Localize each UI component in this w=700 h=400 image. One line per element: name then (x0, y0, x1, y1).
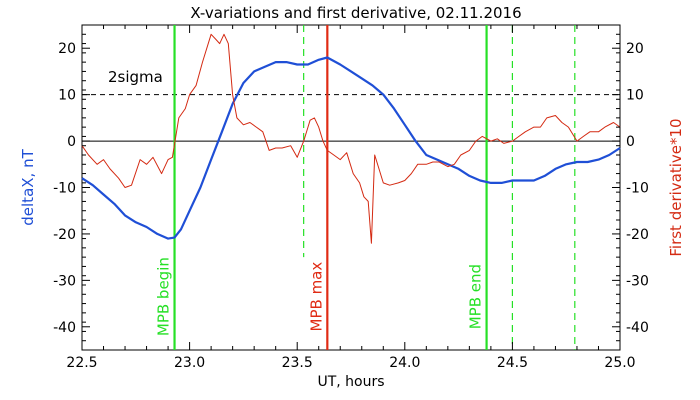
chart-title: X-variations and first derivative, 02.11… (190, 4, 521, 22)
y-axis-label-right: First derivative*10 (667, 118, 685, 256)
y-tick-label-right: 10 (626, 88, 644, 104)
marker-label-0: MPB begin (155, 257, 173, 336)
x-tick-label: 24.5 (497, 355, 528, 371)
y-tick-label-left: -40 (53, 320, 76, 336)
marker-label-2: MPB end (467, 264, 485, 329)
series (81, 33, 621, 244)
y-tick-label-left: 0 (67, 134, 76, 150)
y-tick-label-left: 10 (58, 88, 76, 104)
deltax-line (81, 56, 621, 240)
y-tick-label-left: 20 (58, 41, 76, 57)
y-tick-label-right: -10 (626, 181, 649, 197)
y-tick-label-left: -30 (53, 273, 76, 289)
x-tick-label: 25.0 (604, 355, 635, 371)
y-tick-label-left: -20 (53, 227, 76, 243)
y-tick-label-right: 0 (626, 134, 635, 150)
threshold-label: 2sigma (108, 68, 163, 86)
gridlines (82, 94, 620, 142)
x-tick-label: 23.5 (282, 355, 313, 371)
x-tick-label: 22.5 (66, 355, 97, 371)
derivative-line (81, 33, 621, 244)
y-tick-label-left: -10 (53, 181, 76, 197)
markers: MPB begin MPB max MPB end (155, 25, 576, 350)
y-tick-label-right: -30 (626, 273, 649, 289)
marker-label-1: MPB max (307, 262, 325, 332)
ticks: -40 -40 -30 -30 -20 -20 -10 -10 0 0 10 10 20 20 22.5 23… (53, 24, 649, 371)
y-axis-label-left: deltaX, nT (19, 148, 37, 225)
x-axis-label: UT, hours (317, 374, 384, 390)
y-tick-label-right: 20 (626, 41, 644, 57)
y-tick-label-right: -20 (626, 227, 649, 243)
x-tick-label: 23.0 (174, 355, 205, 371)
x-tick-label: 24.0 (389, 355, 420, 371)
y-tick-label-right: -40 (626, 320, 649, 336)
